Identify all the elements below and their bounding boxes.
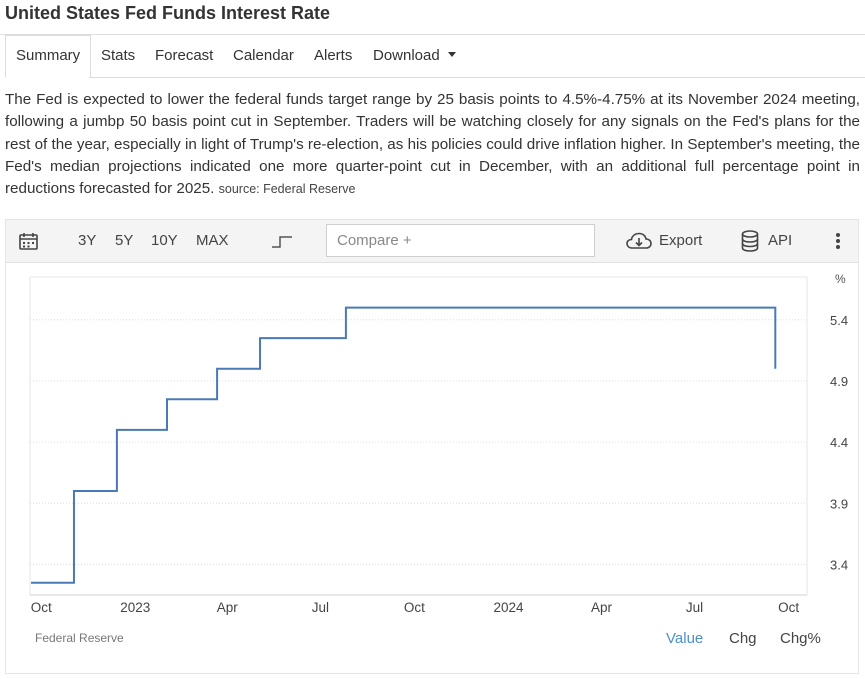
chart-plot: 3.4 3.9 4.4 4.9 5.4 Oct 2023 Apr Jul Oct 2024 Apr Ju… — [29, 276, 848, 615]
chg-toggle[interactable]: Chg — [729, 630, 757, 647]
x-tick-label: Oct — [404, 600, 425, 615]
y-tick-label: 4.4 — [830, 435, 848, 450]
compare-input[interactable]: Compare + — [326, 224, 595, 257]
x-tick-label: Jul — [686, 600, 703, 615]
y-tick-label: 3.9 — [830, 496, 848, 511]
x-tick-label: Apr — [217, 600, 239, 615]
y-tick-label: 5.4 — [830, 313, 848, 328]
x-tick-label: 2023 — [120, 600, 150, 615]
x-tick-label: Oct — [31, 600, 52, 615]
range-max-button[interactable]: MAX — [196, 232, 229, 249]
description-text: The Fed is expected to lower the federal… — [5, 91, 860, 198]
api-button[interactable]: API — [768, 232, 793, 249]
chart-panel: 3Y 5Y 10Y MAX Compare + Export API % 3.4… — [5, 219, 859, 674]
x-tick-label: Oct — [778, 600, 799, 615]
calendar-icon[interactable] — [19, 232, 38, 250]
range-3y-button[interactable]: 3Y — [78, 232, 97, 249]
tab-download[interactable]: Download — [373, 35, 456, 77]
y-unit-label: % — [835, 272, 846, 286]
cloud-download-icon[interactable] — [626, 232, 652, 250]
range-10y-button[interactable]: 10Y — [151, 232, 178, 249]
description-source: source: Federal Reserve — [218, 182, 356, 197]
tab-bar: Summary Stats Forecast Calendar Alerts D… — [5, 35, 865, 78]
tab-download-label: Download — [373, 47, 440, 64]
tab-forecast[interactable]: Forecast — [155, 47, 214, 64]
value-toggle[interactable]: Value — [666, 630, 704, 647]
tab-stats[interactable]: Stats — [101, 47, 136, 64]
chg-pct-toggle[interactable]: Chg% — [780, 630, 821, 647]
title-divider — [0, 34, 865, 35]
step-chart-icon[interactable] — [271, 234, 293, 248]
more-vertical-icon[interactable] — [835, 232, 841, 250]
chart-toolbar: 3Y 5Y 10Y MAX Compare + Export API — [6, 220, 858, 263]
caret-down-icon — [447, 51, 456, 57]
range-5y-button[interactable]: 5Y — [115, 232, 134, 249]
description: The Fed is expected to lower the federal… — [5, 89, 860, 200]
x-tick-label: Apr — [591, 600, 613, 615]
export-button[interactable]: Export — [659, 232, 703, 249]
tab-calendar[interactable]: Calendar — [233, 47, 294, 64]
x-tick-label: 2024 — [493, 600, 524, 615]
chart-source: Federal Reserve — [35, 631, 124, 645]
y-tick-label: 3.4 — [830, 557, 848, 572]
tab-summary[interactable]: Summary — [5, 35, 92, 78]
x-tick-label: Jul — [312, 600, 329, 615]
database-icon[interactable] — [741, 230, 759, 252]
tabs-divider — [89, 77, 865, 78]
tab-alerts[interactable]: Alerts — [314, 47, 353, 64]
y-tick-label: 4.9 — [830, 374, 848, 389]
page-title: United States Fed Funds Interest Rate — [5, 3, 331, 23]
series-line — [31, 306, 777, 584]
